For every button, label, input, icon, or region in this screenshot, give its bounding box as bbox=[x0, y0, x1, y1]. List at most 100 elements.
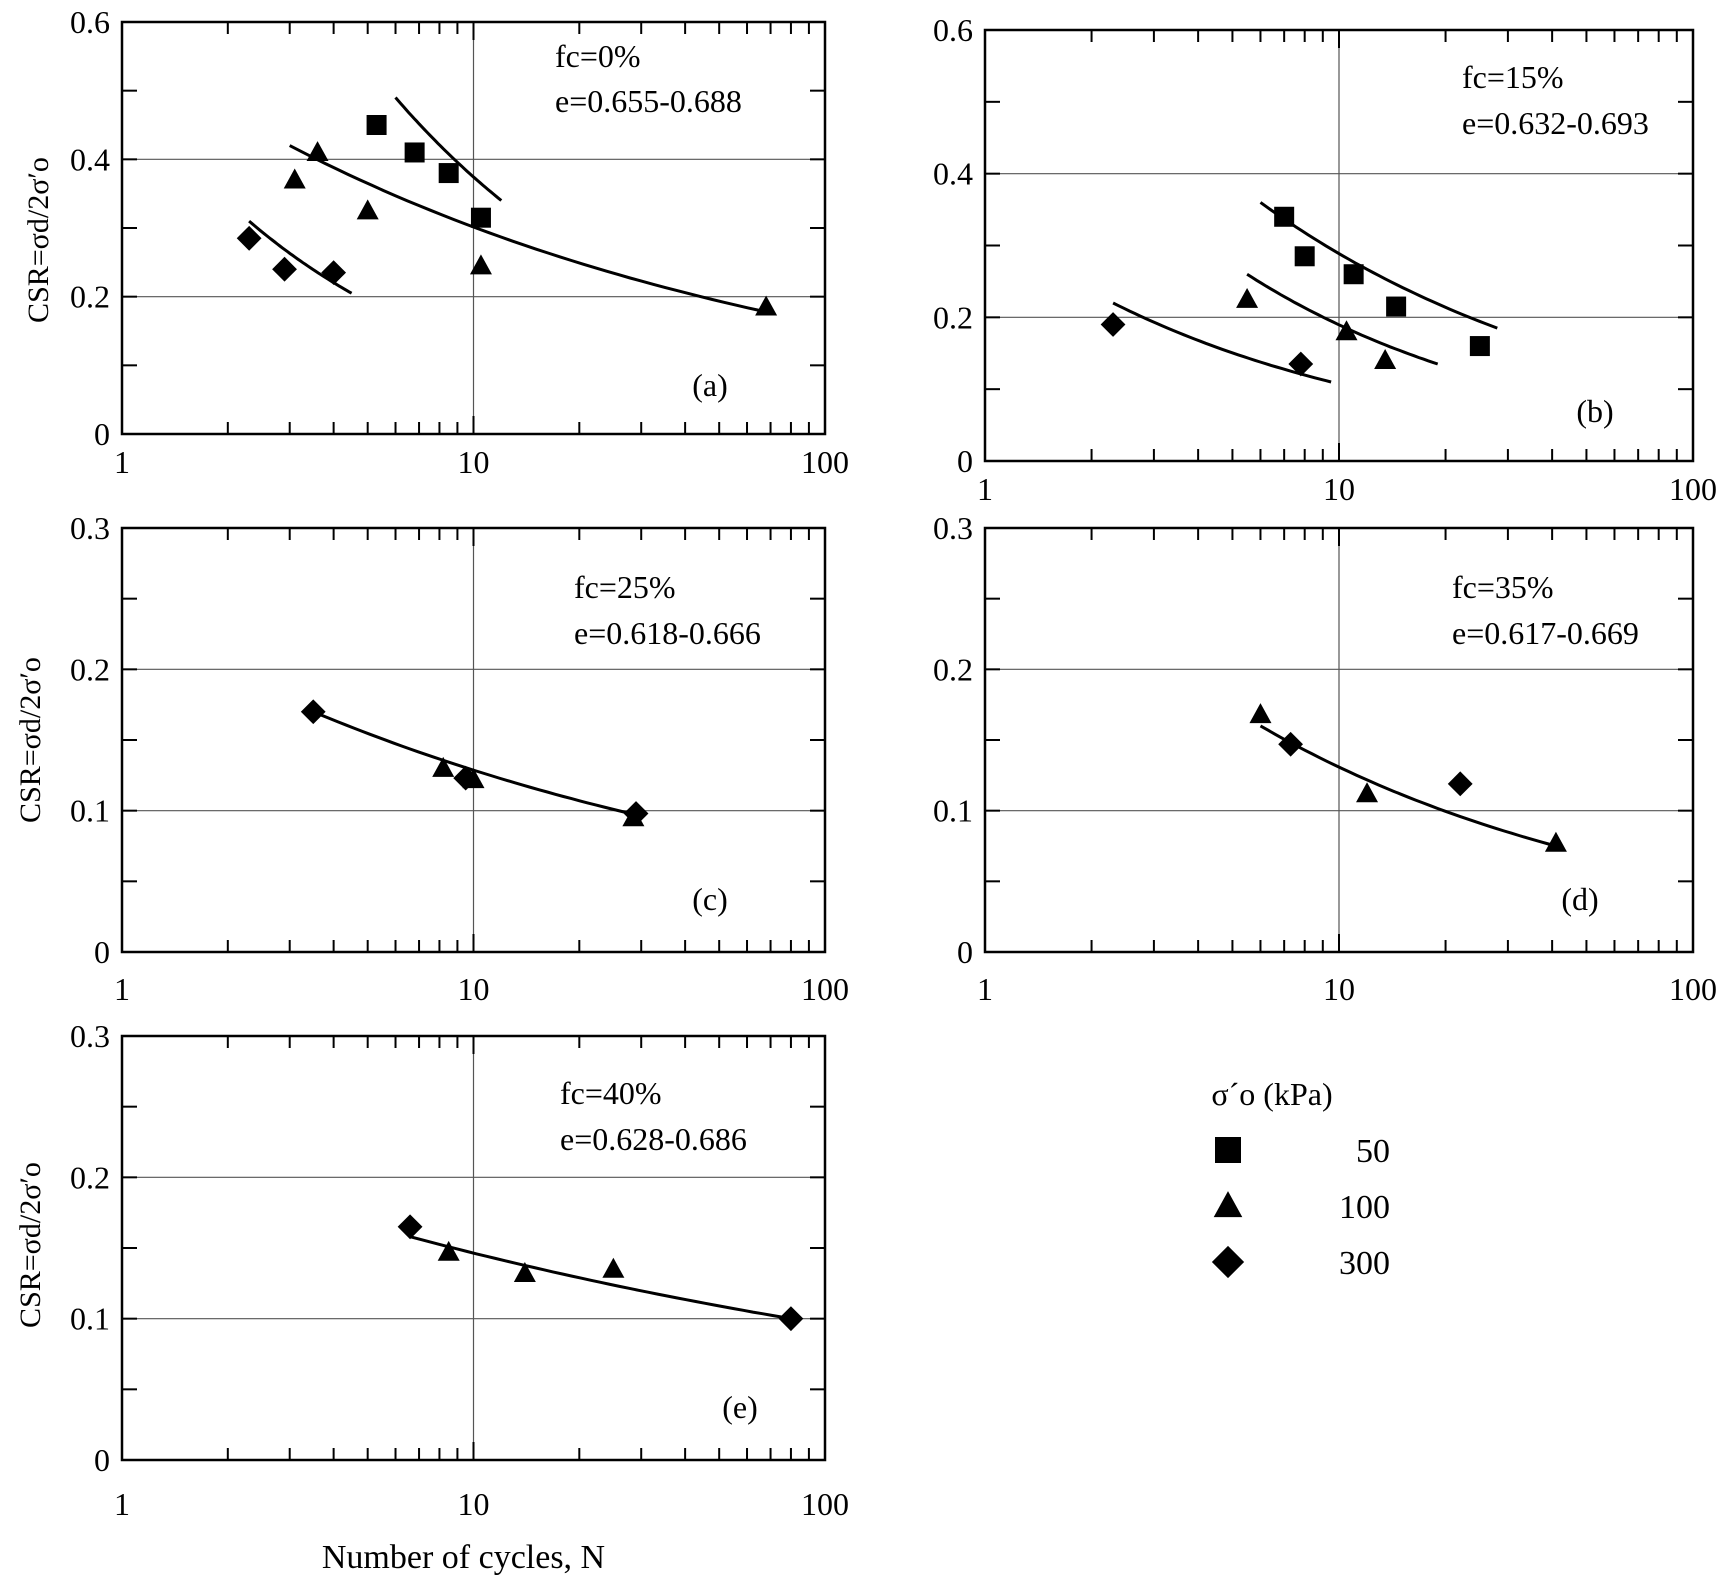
panel-label: (c) bbox=[692, 881, 728, 917]
point-300kpa bbox=[623, 801, 649, 826]
fit-curve-300kpa bbox=[1112, 301, 1332, 384]
point-300kpa bbox=[272, 256, 297, 282]
y-tick-label: 0.6 bbox=[933, 12, 973, 48]
point-50kpa bbox=[470, 207, 491, 228]
point-50kpa bbox=[1343, 264, 1364, 285]
point-100kpa bbox=[1374, 349, 1397, 369]
point-50kpa bbox=[1274, 206, 1295, 227]
annotation-void-ratio: e=0.628-0.686 bbox=[560, 1121, 747, 1157]
point-300kpa bbox=[1447, 771, 1473, 797]
panel-e: 1 10 100 0 0.1 0.2 0.3 CSR=σd/2σ′o Number of cyc… bbox=[14, 1018, 849, 1575]
point-100kpa bbox=[432, 756, 455, 777]
point-100kpa bbox=[513, 1262, 536, 1282]
fit-curve bbox=[312, 710, 637, 817]
x-tick-label: 10 bbox=[1323, 471, 1355, 507]
y-tick-label: 0 bbox=[94, 934, 110, 970]
point-300kpa bbox=[1278, 731, 1304, 757]
point-100kpa bbox=[1236, 287, 1259, 308]
annotation-fines: fc=0% bbox=[555, 38, 641, 74]
point-300kpa bbox=[1288, 351, 1314, 377]
y-tick-label: 0.2 bbox=[70, 279, 110, 315]
point-50kpa bbox=[1469, 336, 1490, 357]
point-100kpa bbox=[1335, 320, 1358, 341]
legend: σ´o (kPa) 50 100 300 bbox=[1211, 1076, 1390, 1282]
point-100kpa bbox=[602, 1257, 625, 1278]
panel-label: (b) bbox=[1576, 393, 1613, 429]
x-tick-label: 100 bbox=[1669, 971, 1717, 1007]
annotation-fines: fc=25% bbox=[574, 569, 676, 605]
point-100kpa bbox=[283, 168, 306, 189]
x-tick-label: 100 bbox=[1669, 471, 1717, 507]
panel-c: 1 10 100 0 0.1 0.2 0.3 CSR=σd/2σ′o fc=25% e=0.618… bbox=[14, 510, 849, 1007]
y-tick-label: 0.2 bbox=[70, 651, 110, 687]
y-tick-label: 0.1 bbox=[70, 1301, 110, 1337]
point-100kpa bbox=[1249, 703, 1272, 724]
x-tick-label: 10 bbox=[458, 971, 490, 1007]
legend-title: σ´o (kPa) bbox=[1211, 1076, 1332, 1112]
fit-curve-100kpa bbox=[289, 144, 760, 312]
y-tick-label: 0.2 bbox=[933, 651, 973, 687]
point-100kpa bbox=[356, 199, 379, 220]
point-100kpa bbox=[469, 254, 492, 275]
y-tick-label: 0.2 bbox=[933, 299, 973, 335]
panel-label: (d) bbox=[1561, 881, 1598, 917]
point-50kpa bbox=[1294, 246, 1315, 267]
fit-curve-100kpa bbox=[1246, 272, 1439, 366]
x-tick-label: 100 bbox=[801, 1486, 849, 1522]
x-tick-label: 10 bbox=[458, 444, 490, 480]
y-tick-label: 0.3 bbox=[933, 510, 973, 546]
panels: 1 10 10000.20.40.6CSR=σd/2σ′ofc=0%e=0.655-… bbox=[14, 4, 1717, 1575]
point-300kpa bbox=[236, 225, 262, 251]
annotation-fines: fc=40% bbox=[560, 1075, 662, 1111]
point-50kpa bbox=[438, 163, 459, 184]
point-300kpa bbox=[300, 699, 326, 725]
point-300kpa bbox=[1100, 312, 1126, 337]
panel-d: 1 10 100 0 0.1 0.2 0.3 fc=35% e=0.617-0.669 (d) bbox=[933, 510, 1717, 1007]
x-tick-label: 10 bbox=[458, 1486, 490, 1522]
legend-label-300: 300 bbox=[1339, 1245, 1390, 1282]
y-tick-label: 0 bbox=[957, 443, 973, 479]
fit-curve bbox=[1259, 724, 1557, 848]
point-50kpa bbox=[404, 142, 425, 163]
point-100kpa bbox=[1544, 831, 1567, 852]
legend-label-100: 100 bbox=[1339, 1189, 1390, 1226]
y-tick-label: 0 bbox=[957, 934, 973, 970]
annotation-fines: fc=35% bbox=[1452, 569, 1554, 605]
x-tick-label: 1 bbox=[114, 971, 130, 1007]
x-axis-label: Number of cycles, N bbox=[322, 1539, 605, 1575]
panel-b: 1 10 100 0 0.2 0.4 0.6 fc=15% e=0.632-0.693 (b) bbox=[933, 12, 1717, 507]
x-tick-label: 1 bbox=[977, 971, 993, 1007]
y-tick-label: 0.6 bbox=[70, 4, 110, 40]
legend-marker-100 bbox=[1213, 1191, 1243, 1218]
y-tick-label: 0 bbox=[94, 1442, 110, 1478]
point-300kpa bbox=[397, 1214, 423, 1240]
x-tick-label: 100 bbox=[801, 971, 849, 1007]
point-100kpa bbox=[1356, 782, 1379, 803]
y-tick-label: 0.4 bbox=[933, 156, 973, 192]
x-tick-label: 100 bbox=[801, 444, 849, 480]
y-tick-label: 0.3 bbox=[70, 1018, 110, 1054]
fit-curve bbox=[409, 1235, 792, 1321]
legend-marker-50 bbox=[1215, 1137, 1241, 1163]
x-tick-label: 1 bbox=[114, 1486, 130, 1522]
fit-curve-50kpa bbox=[1259, 201, 1498, 330]
point-100kpa bbox=[306, 141, 329, 162]
point-300kpa bbox=[453, 765, 479, 791]
panel-label: (e) bbox=[722, 1389, 758, 1425]
annotation-fines: fc=15% bbox=[1462, 59, 1564, 95]
point-300kpa bbox=[778, 1306, 804, 1332]
y-axis-label: CSR=σd/2σ′o bbox=[22, 157, 55, 323]
annotation-void-ratio: e=0.632-0.693 bbox=[1462, 105, 1649, 141]
point-100kpa bbox=[755, 295, 778, 316]
x-tick-label: 1 bbox=[114, 444, 130, 480]
x-tick-label: 10 bbox=[1323, 971, 1355, 1007]
point-100kpa bbox=[437, 1240, 460, 1261]
y-tick-label: 0.3 bbox=[70, 510, 110, 546]
fit-curve-50kpa bbox=[394, 96, 503, 202]
annotation-void-ratio: e=0.618-0.666 bbox=[574, 615, 761, 651]
point-300kpa bbox=[321, 260, 347, 286]
point-50kpa bbox=[366, 115, 387, 135]
annotation-void-ratio: e=0.655-0.688 bbox=[555, 83, 742, 119]
y-tick-label: 0.1 bbox=[70, 793, 110, 829]
